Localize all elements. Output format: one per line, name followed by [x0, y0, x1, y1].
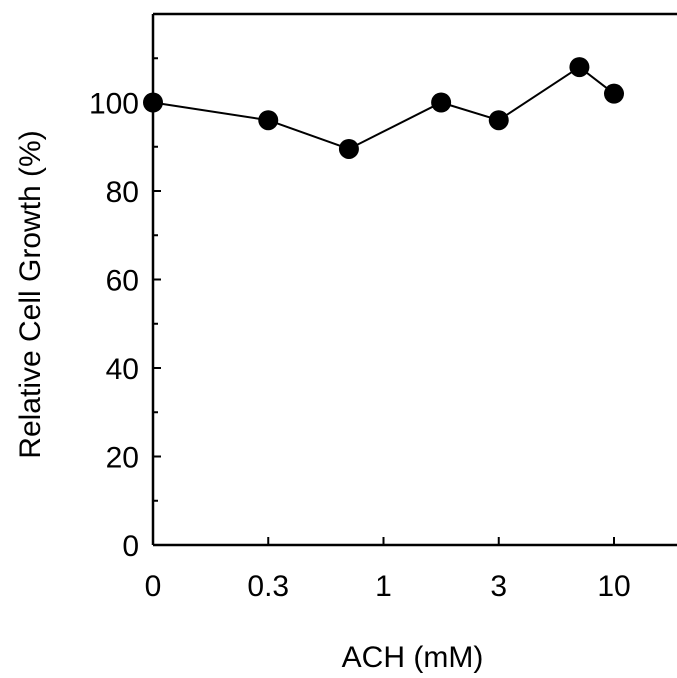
data-point: [488, 110, 509, 131]
x-tick-label: 10: [597, 570, 630, 603]
x-tick-label: 0: [145, 570, 162, 603]
y-tick-label: 80: [106, 176, 139, 209]
data-point: [143, 92, 163, 113]
y-tick-label: 20: [106, 442, 139, 475]
series-line: [152, 65, 615, 151]
y-tick-label: 0: [122, 530, 139, 563]
y-tick-label: 40: [106, 353, 139, 386]
data-point: [569, 57, 590, 78]
data-point: [258, 110, 279, 131]
data-point: [431, 92, 452, 113]
x-tick-label: 1: [375, 570, 392, 603]
y-tick-label: 100: [89, 88, 139, 121]
data-point: [338, 138, 359, 159]
x-axis-title: ACH (mM): [342, 641, 484, 674]
y-axis-title: Relative Cell Growth (%): [14, 130, 47, 458]
axes: [151, 12, 677, 547]
x-tick-label: 3: [490, 570, 507, 603]
ticks: 0 20 40 60 80 100 0 0.3 1 3 10: [89, 57, 631, 603]
x-tick-label: 0.3: [247, 570, 289, 603]
data-point: [604, 83, 624, 104]
series: [143, 57, 624, 159]
y-tick-label: 60: [106, 265, 139, 298]
